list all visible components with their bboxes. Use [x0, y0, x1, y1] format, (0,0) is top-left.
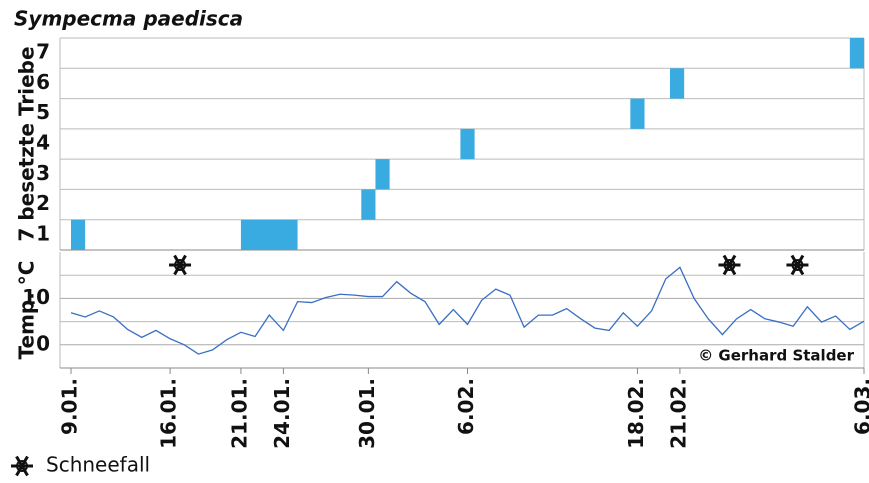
- y-tick-label: 1: [36, 221, 50, 245]
- y-axis-label: Temp. °C: [15, 261, 39, 360]
- x-tick-label: 21.02.: [666, 378, 690, 449]
- copyright: © Gerhard Stalder: [698, 347, 854, 365]
- x-tick-label: 9.01.: [58, 378, 82, 435]
- legend-symbol: [11, 456, 33, 475]
- bar: [361, 189, 375, 219]
- y-tick-label: 4: [36, 131, 50, 155]
- bar: [630, 99, 644, 129]
- y-tick-label: 3: [36, 161, 50, 185]
- x-tick-label: 6.02.: [454, 378, 478, 435]
- bar: [375, 159, 389, 189]
- snowfall-marker: [786, 255, 808, 274]
- bar: [670, 68, 684, 98]
- y-tick-label: 7: [36, 40, 50, 64]
- x-tick-label: 18.02.: [624, 378, 648, 449]
- y-tick-label: 0: [36, 331, 50, 355]
- x-tick-label: 24.01.: [270, 378, 294, 449]
- temperature-line: [71, 267, 864, 354]
- y-tick-label: 10: [22, 285, 50, 309]
- chart-title: Sympecma paedisca: [14, 7, 243, 31]
- x-tick-label: 21.01.: [227, 378, 251, 449]
- legend-label: Schneefall: [46, 453, 150, 477]
- x-tick-label: 30.01.: [355, 378, 379, 449]
- bar: [241, 220, 298, 250]
- x-tick-label: 6.03.: [851, 378, 869, 435]
- x-tick-label: 16.01.: [157, 378, 181, 449]
- y-tick-label: 5: [36, 100, 50, 124]
- bar: [850, 38, 864, 68]
- y-tick-label: 6: [36, 70, 50, 94]
- y-tick-label: 2: [36, 191, 50, 215]
- snowfall-marker: [718, 255, 740, 274]
- y-axis-label: 7 besetzte Triebe: [15, 46, 39, 241]
- snowfall-marker: [169, 255, 191, 274]
- bar: [460, 129, 474, 159]
- bar: [71, 220, 85, 250]
